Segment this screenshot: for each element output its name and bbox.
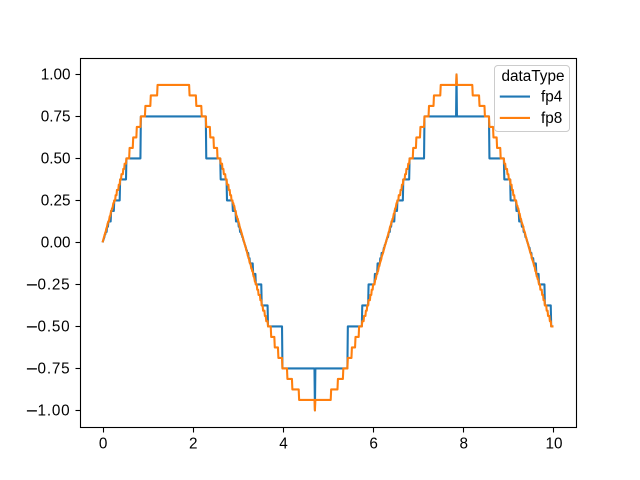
svg-text:0.25: 0.25 (38, 277, 71, 294)
svg-text:8: 8 (460, 436, 469, 453)
svg-text:6: 6 (369, 436, 378, 453)
svg-text:1.00: 1.00 (41, 67, 71, 84)
svg-text:0.75: 0.75 (38, 361, 71, 378)
svg-text:10: 10 (545, 436, 562, 453)
svg-text:1.00: 1.00 (38, 403, 71, 420)
svg-text:fp8: fp8 (541, 110, 562, 127)
svg-text:dataType: dataType (502, 68, 565, 85)
svg-text:0.50: 0.50 (41, 151, 71, 168)
svg-text:0.25: 0.25 (41, 193, 71, 210)
svg-text:0.50: 0.50 (38, 319, 71, 336)
svg-text:fp4: fp4 (541, 89, 563, 106)
svg-text:0.00: 0.00 (41, 235, 71, 252)
svg-text:0.75: 0.75 (41, 109, 71, 126)
svg-text:4: 4 (279, 436, 288, 453)
svg-text:2: 2 (189, 436, 198, 453)
svg-text:0: 0 (99, 436, 108, 453)
